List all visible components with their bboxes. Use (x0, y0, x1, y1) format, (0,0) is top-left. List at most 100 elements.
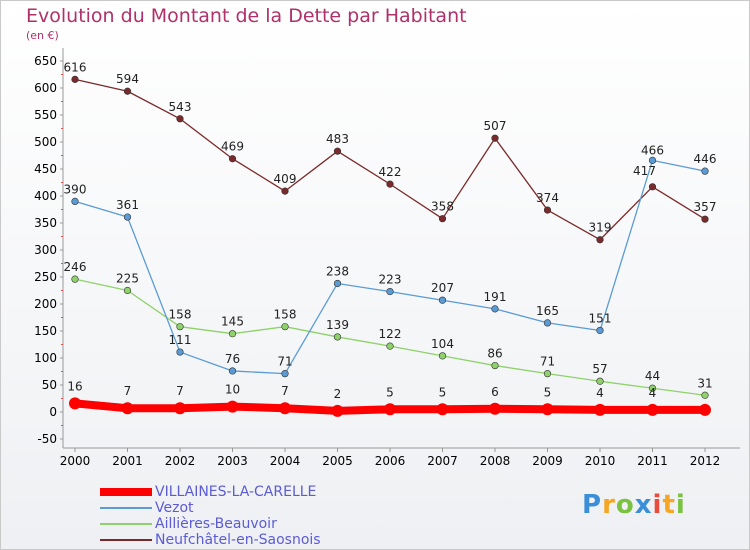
data-label: 207 (431, 281, 454, 295)
data-point (226, 400, 239, 413)
y-tick-label: 300 (34, 243, 57, 257)
data-label: 483 (326, 132, 349, 146)
chart-subtitle: (en €) (26, 29, 59, 42)
data-point (701, 391, 709, 399)
data-point (489, 402, 501, 415)
y-tick-label: 50 (42, 378, 57, 392)
x-tick-label: 2009 (532, 454, 563, 468)
data-label: 86 (487, 347, 502, 361)
data-label: 104 (431, 337, 454, 351)
data-point (333, 147, 342, 155)
data-point (438, 352, 447, 360)
data-label: 5 (386, 385, 394, 399)
data-point (491, 134, 499, 142)
x-tick-label: 2005 (322, 454, 353, 468)
y-tick-label: 600 (34, 81, 57, 95)
data-label: 319 (589, 221, 612, 235)
data-point (281, 370, 289, 378)
data-point (596, 377, 604, 385)
data-point (228, 367, 237, 375)
data-label: 165 (536, 304, 559, 318)
data-point (648, 384, 657, 392)
data-point (438, 296, 447, 304)
legend-label: VILLAINES-LA-CARELLE (155, 484, 317, 500)
data-label: 4 (649, 386, 657, 400)
y-tick-label: 400 (34, 189, 57, 203)
data-label: 358 (431, 200, 454, 214)
data-label: 238 (326, 264, 349, 278)
data-label: 466 (641, 143, 664, 157)
data-label: 151 (589, 311, 612, 325)
data-label: 10 (225, 383, 240, 397)
data-point (384, 403, 396, 416)
data-point (121, 402, 134, 415)
data-point (123, 87, 132, 95)
data-label: 57 (592, 362, 607, 376)
data-point (541, 403, 554, 416)
data-label: 616 (64, 60, 87, 74)
x-tick-label: 2003 (217, 454, 248, 468)
x-tick-label: 2001 (112, 454, 143, 468)
y-tick-label: 500 (34, 135, 57, 149)
data-label: 507 (484, 119, 507, 133)
data-label: 422 (379, 165, 402, 179)
data-point (646, 403, 659, 416)
data-point (596, 236, 604, 244)
data-point (333, 279, 342, 288)
data-label: 417 (633, 164, 656, 178)
data-point (491, 305, 499, 313)
data-point (701, 215, 709, 223)
y-tick-label: 100 (34, 351, 57, 365)
data-label: 158 (169, 308, 192, 322)
data-point (228, 330, 237, 338)
data-point (174, 402, 186, 415)
data-label: 4 (596, 386, 604, 400)
data-label: 158 (274, 308, 297, 322)
data-point (71, 275, 79, 283)
data-label: 5 (544, 385, 552, 399)
data-label: 357 (694, 200, 717, 214)
data-point (281, 323, 289, 331)
data-label: 390 (64, 182, 87, 196)
data-label: 122 (379, 327, 402, 341)
data-label: 191 (484, 290, 507, 304)
data-point (386, 287, 394, 296)
data-point (71, 197, 79, 205)
data-point (69, 397, 81, 410)
data-point (543, 370, 552, 378)
legend-swatch (100, 488, 152, 496)
data-point (386, 180, 394, 188)
data-point (176, 323, 184, 331)
data-point (436, 403, 449, 416)
x-tick-label: 2000 (60, 454, 91, 468)
x-tick-label: 2012 (690, 454, 721, 468)
data-label: 71 (277, 355, 292, 369)
y-tick-label: 350 (34, 216, 57, 230)
legend-label: Vezot (155, 500, 194, 516)
data-label: 223 (379, 273, 402, 287)
y-tick-label: 0 (49, 405, 57, 419)
y-tick-label: 450 (34, 162, 57, 176)
data-point (331, 404, 344, 417)
data-point (491, 361, 499, 370)
data-point (648, 156, 657, 164)
data-point (71, 75, 79, 83)
data-point (543, 319, 552, 327)
y-tick-label: 650 (34, 54, 57, 68)
y-tick-label: 250 (34, 270, 57, 284)
x-tick-label: 2008 (480, 454, 511, 468)
data-point (281, 187, 289, 195)
x-tick-label: 2006 (375, 454, 406, 468)
data-label: 76 (225, 352, 240, 366)
data-label: 469 (221, 140, 244, 154)
legend-swatch (100, 539, 152, 541)
data-label: 2 (334, 387, 342, 401)
data-label: 6 (491, 385, 499, 399)
data-point (123, 286, 132, 295)
legend-swatch (100, 507, 152, 509)
data-label: 594 (116, 72, 139, 86)
proxiti-logo: Proxiti (582, 490, 686, 520)
x-tick-label: 2002 (165, 454, 196, 468)
data-point (699, 403, 711, 416)
data-point (228, 155, 237, 163)
